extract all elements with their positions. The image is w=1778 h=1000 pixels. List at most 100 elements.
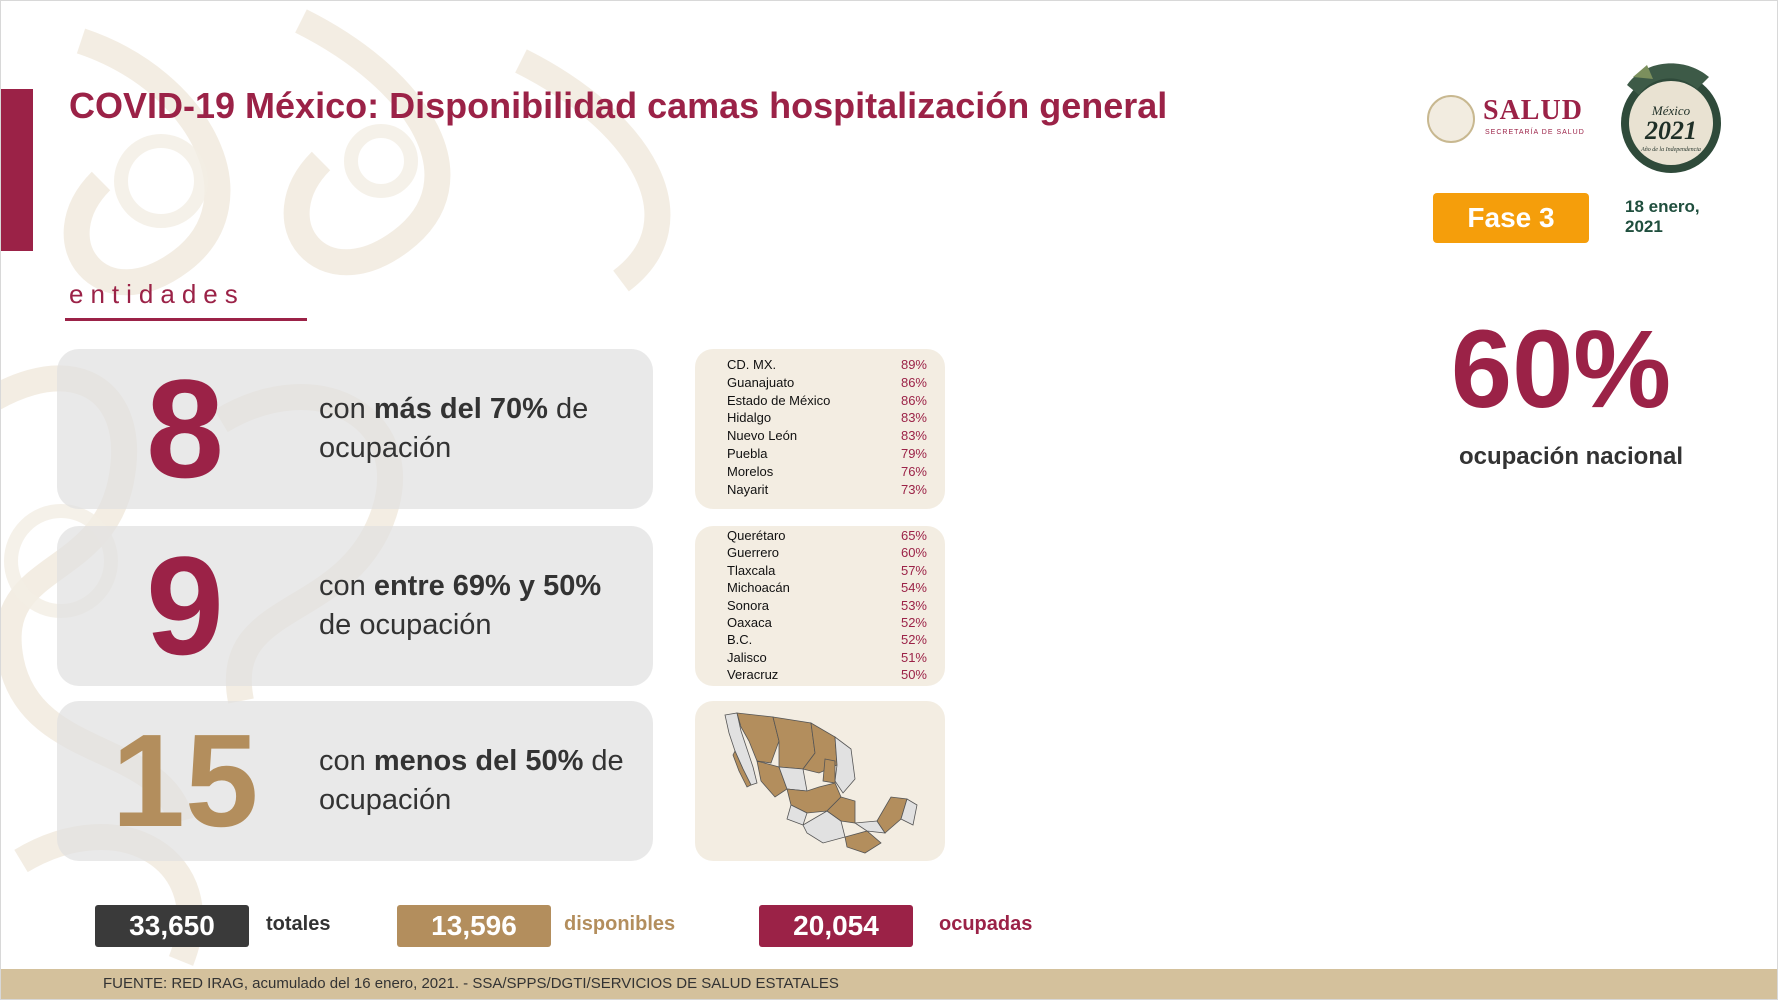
national-occupancy-percent: 60% <box>1450 308 1672 431</box>
state-name: Jalisco <box>727 649 767 665</box>
category-count: 9 <box>146 527 224 684</box>
category-text-pre: con <box>319 393 374 425</box>
state-name: Hidalgo <box>727 410 772 426</box>
state-occupancy-percent: 86% <box>900 374 927 390</box>
state-occupancy-percent: 52% <box>900 615 927 630</box>
report-date: 18 enero, 2021 <box>1625 197 1700 236</box>
occupied-beds-value: 20,054 <box>759 905 913 947</box>
mexico-2021-logo: México 2021 Año de la Independencia <box>1621 63 1721 173</box>
state-row: B.C. 52% <box>727 632 927 650</box>
state-name: Michoacán <box>727 580 790 596</box>
state-occupancy-percent: 60% <box>900 545 927 561</box>
category-count: 8 <box>146 350 224 507</box>
state-row: Guanajuato 86% <box>727 375 927 393</box>
section-underline <box>65 318 307 321</box>
map-region-mid <box>844 830 882 854</box>
state-occupancy-percent: 79% <box>900 446 927 461</box>
state-name: Estado de México <box>727 392 831 408</box>
state-row: Nayarit 73% <box>727 482 927 500</box>
map-region-low <box>834 736 856 794</box>
state-row: Oaxaca 52% <box>727 615 927 633</box>
state-row: Querétaro 65% <box>727 528 927 546</box>
state-row: Estado de México 86% <box>727 393 927 411</box>
state-row: Morelos 76% <box>727 464 927 482</box>
page-title: COVID-19 México: Disponibilidad camas ho… <box>69 85 1168 126</box>
state-row: Michoacán 54% <box>727 580 927 598</box>
state-name: Puebla <box>727 446 768 461</box>
state-name: Morelos <box>727 463 774 479</box>
map-region-high <box>822 758 836 784</box>
category-text-post: de ocupación <box>319 393 589 464</box>
state-occupancy-percent: 57% <box>900 562 927 578</box>
category-text-bold: más del 70% <box>373 393 548 425</box>
category-text-post: de ocupación <box>319 609 492 641</box>
category-text-pre: con <box>319 570 374 602</box>
mexico-seal-icon <box>1427 95 1475 143</box>
salud-logo: SALUD SECRETARÍA DE SALUD <box>1427 93 1587 147</box>
category-text-bold: menos del 50% <box>373 745 584 777</box>
state-name: Oaxaca <box>727 615 772 630</box>
map-region-low <box>724 712 758 786</box>
state-name: Guanajuato <box>727 374 795 390</box>
total-beds-label: totales <box>266 913 331 935</box>
state-name: Nayarit <box>727 481 769 497</box>
state-occupancy-percent: 65% <box>900 528 927 543</box>
state-row: Tlaxcala 57% <box>727 563 927 581</box>
state-row: Puebla 79% <box>727 446 927 464</box>
state-row: Guerrero 60% <box>727 545 927 563</box>
state-occupancy-percent: 73% <box>900 481 927 497</box>
category-text-post: de ocupación <box>319 745 624 816</box>
state-occupancy-percent: 53% <box>900 597 927 613</box>
state-row: Nuevo León 83% <box>727 428 927 446</box>
state-name: B.C. <box>727 632 753 648</box>
mexico-2021-logo-line1: México <box>1651 103 1691 118</box>
category-card-mid: 9 con entre 69% y 50% de ocupación <box>57 526 653 686</box>
map-region-high <box>732 750 752 788</box>
salud-logo-text: SALUD <box>1483 95 1583 126</box>
category-text-pre: con <box>319 745 374 777</box>
category-description: con menos del 50% de ocupación <box>319 701 639 861</box>
source-note: FUENTE: RED IRAG, acumulado del 16 enero… <box>103 975 839 992</box>
mexico-2021-logo-line2: 2021 <box>1644 116 1697 145</box>
state-name: CD. MX. <box>727 357 777 372</box>
state-occupancy-percent: 50% <box>900 667 927 683</box>
mexico-occupancy-map <box>724 712 918 854</box>
state-row: Jalisco 51% <box>727 650 927 668</box>
category-description: con entre 69% y 50% de ocupación <box>319 526 639 686</box>
state-row: Veracruz 50% <box>727 667 927 685</box>
mid-occupancy-state-list: Querétaro 65% Guerrero 60% Tlaxcala 57% Michoa… <box>695 526 945 686</box>
national-occupancy-label: ocupación nacional <box>1458 443 1684 470</box>
state-occupancy-percent: 83% <box>900 410 927 426</box>
state-occupancy-percent: 83% <box>900 428 927 444</box>
available-beds-value: 13,596 <box>397 905 551 947</box>
available-beds-label: disponibles <box>564 913 676 935</box>
category-text-bold: entre 69% y 50% <box>373 570 602 602</box>
category-description: con más del 70% de ocupación <box>319 349 639 509</box>
state-row: Hidalgo 83% <box>727 410 927 428</box>
category-card-low: 15 con menos del 50% de ocupación <box>57 701 653 861</box>
state-name: Nuevo León <box>727 428 798 444</box>
category-card-high: 8 con más del 70% de ocupación <box>57 349 653 509</box>
footer-bar: FUENTE: RED IRAG, acumulado del 16 enero… <box>1 969 1777 999</box>
state-occupancy-percent: 89% <box>900 357 927 372</box>
state-occupancy-percent: 54% <box>900 580 927 596</box>
occupied-beds-label: ocupadas <box>939 913 1033 935</box>
map-region-low <box>900 798 918 826</box>
state-row: CD. MX. 89% <box>727 357 927 375</box>
category-count: 15 <box>111 707 259 854</box>
state-name: Guerrero <box>727 545 780 561</box>
phase-badge: Fase 3 <box>1433 193 1589 243</box>
state-row: Sonora 53% <box>727 598 927 616</box>
total-beds-value: 33,650 <box>95 905 249 947</box>
map-card <box>695 701 945 861</box>
map-region-mid <box>756 760 788 798</box>
section-label: entidades <box>69 279 245 309</box>
state-occupancy-percent: 52% <box>900 632 927 648</box>
state-name: Veracruz <box>727 667 779 683</box>
map-region-high <box>826 796 856 824</box>
title-accent-bar <box>1 89 33 251</box>
state-occupancy-percent: 51% <box>900 649 927 665</box>
state-name: Sonora <box>727 597 769 613</box>
state-name: Tlaxcala <box>727 562 776 578</box>
